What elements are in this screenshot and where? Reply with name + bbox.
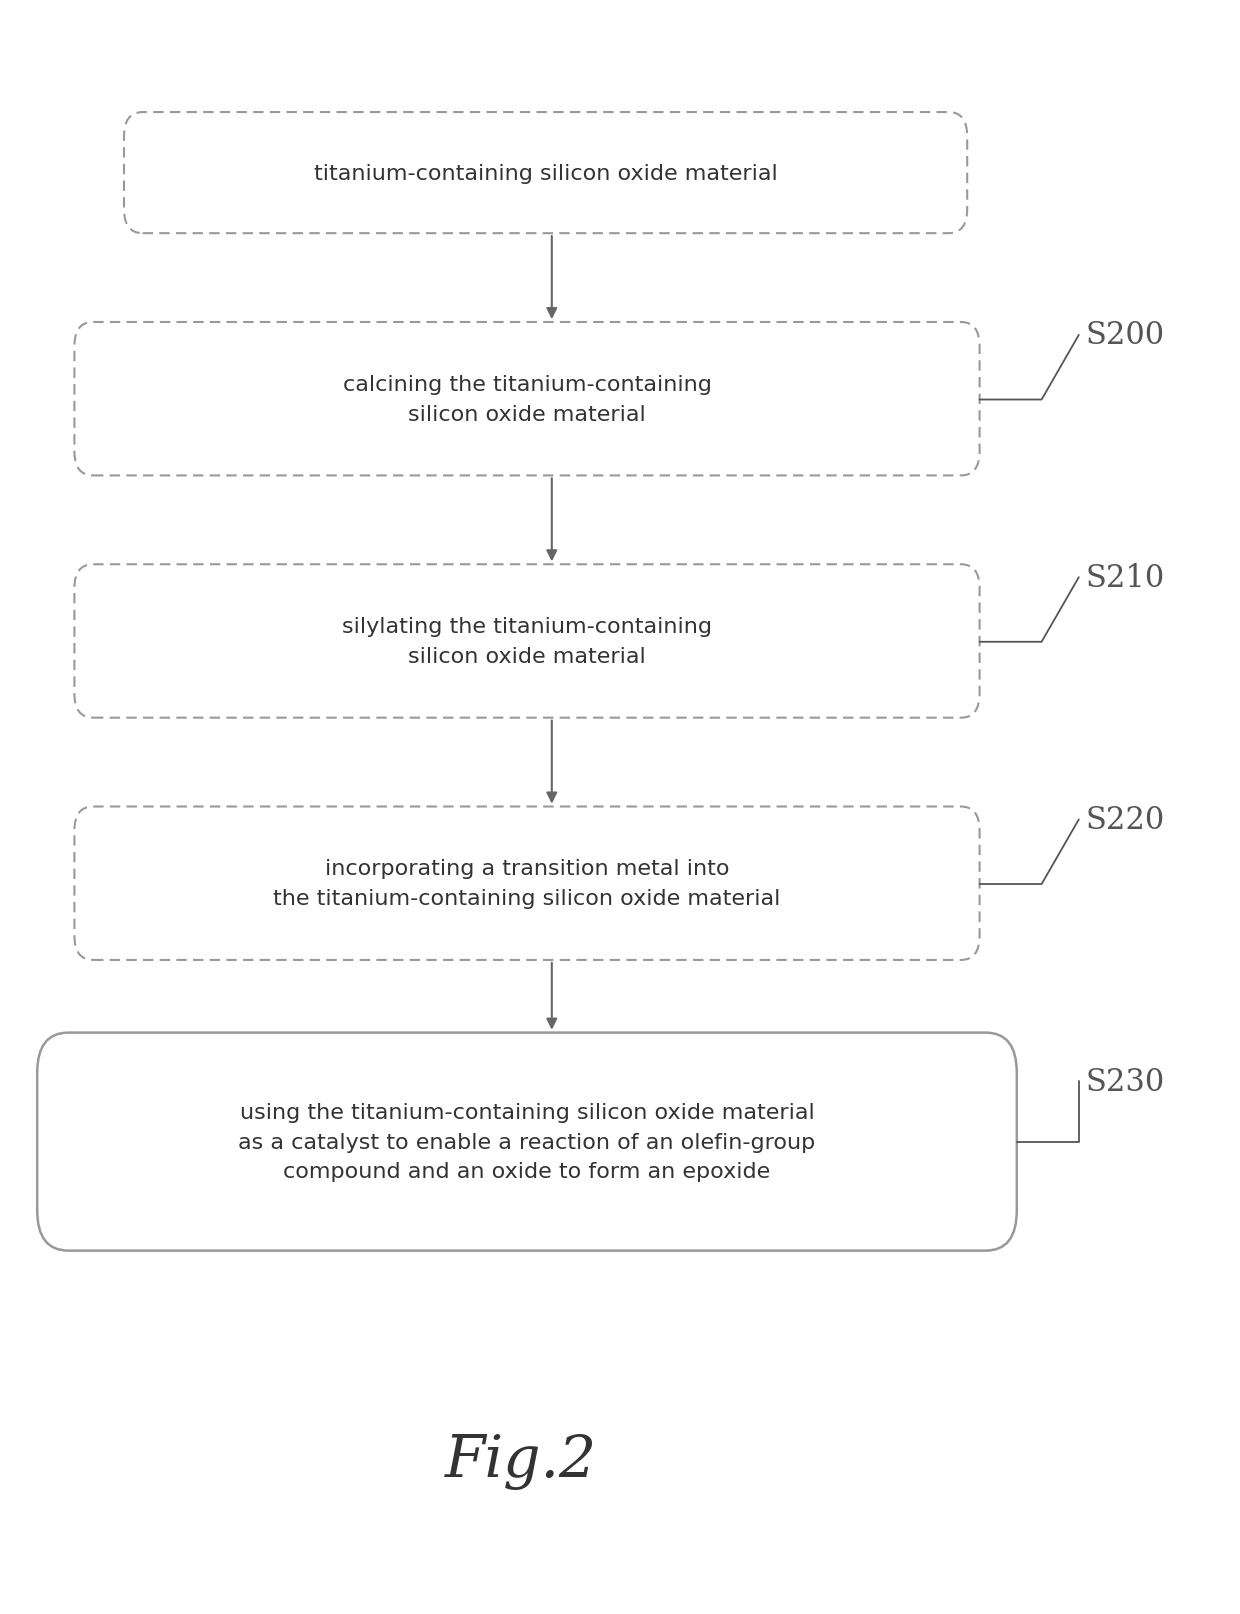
Text: Fig.2: Fig.2: [445, 1433, 596, 1488]
Text: S210: S210: [1085, 562, 1164, 594]
FancyBboxPatch shape: [74, 323, 980, 476]
Text: S230: S230: [1085, 1065, 1164, 1098]
Text: calcining the titanium-containing
silicon oxide material: calcining the titanium-containing silico…: [342, 374, 712, 424]
Text: S200: S200: [1085, 320, 1164, 352]
Text: titanium-containing silicon oxide material: titanium-containing silicon oxide materi…: [314, 163, 777, 184]
Text: using the titanium-containing silicon oxide material
as a catalyst to enable a r: using the titanium-containing silicon ox…: [238, 1102, 816, 1181]
Text: incorporating a transition metal into
the titanium-containing silicon oxide mate: incorporating a transition metal into th…: [273, 859, 781, 909]
FancyBboxPatch shape: [124, 113, 967, 234]
Text: S220: S220: [1085, 804, 1164, 836]
FancyBboxPatch shape: [37, 1033, 1017, 1251]
FancyBboxPatch shape: [74, 565, 980, 718]
Text: silylating the titanium-containing
silicon oxide material: silylating the titanium-containing silic…: [342, 617, 712, 667]
FancyBboxPatch shape: [74, 807, 980, 960]
